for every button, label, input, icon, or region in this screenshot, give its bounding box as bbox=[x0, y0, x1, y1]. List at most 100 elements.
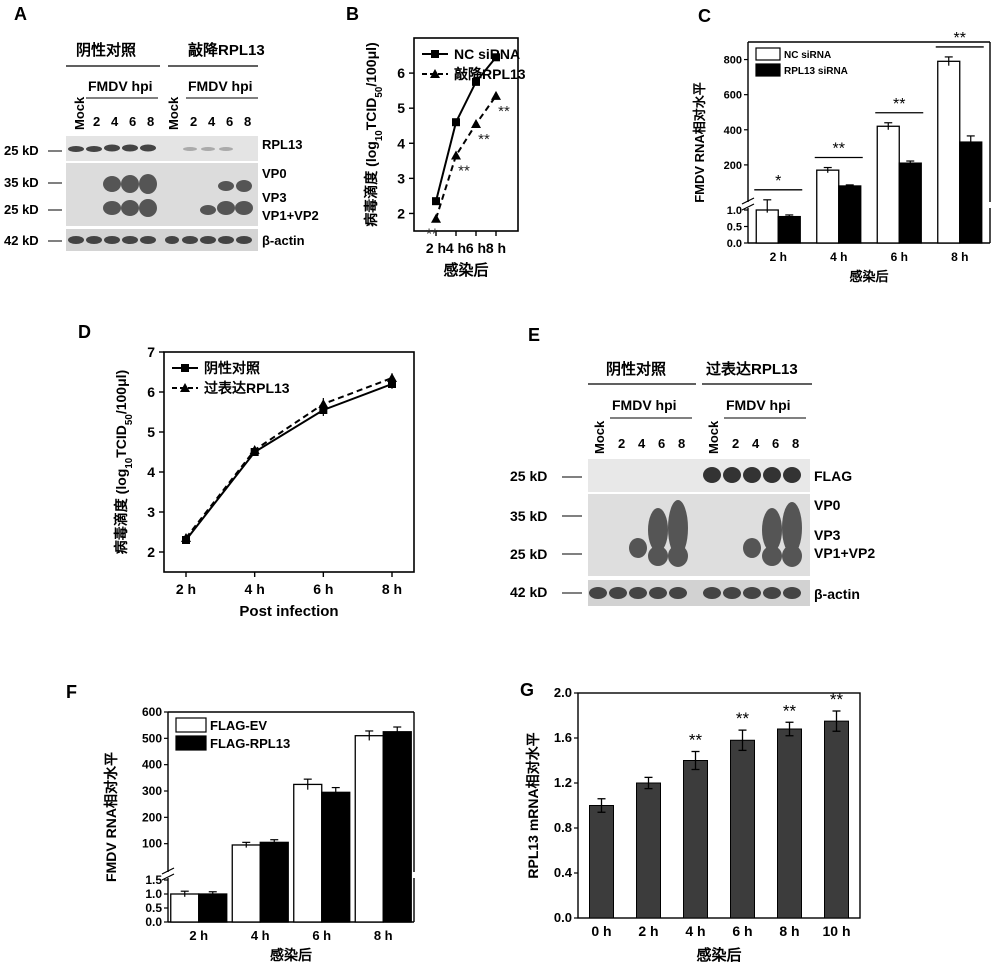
y-tick-label: 0.5 bbox=[145, 901, 162, 915]
x-tick-label: 8 h bbox=[951, 250, 968, 264]
panel-letter-d: D bbox=[78, 322, 91, 342]
band-label: FLAG bbox=[814, 468, 852, 484]
significance-label: ** bbox=[426, 226, 438, 243]
legend-marker bbox=[431, 50, 439, 58]
kd-marker: 42 kD bbox=[510, 584, 547, 600]
significance-label: ** bbox=[689, 731, 703, 750]
lane-time-label: 8 bbox=[244, 114, 251, 129]
data-point bbox=[431, 213, 441, 223]
x-tick-label: 4 h bbox=[245, 581, 265, 597]
band-label: β-actin bbox=[262, 233, 305, 248]
lane-time-label: 6 bbox=[226, 114, 233, 129]
lane-time-label: 8 bbox=[678, 436, 685, 451]
plot-frame bbox=[577, 692, 861, 919]
x-tick-label: 4 h bbox=[685, 923, 705, 939]
significance-label: ** bbox=[830, 690, 844, 709]
legend-label: FLAG-EV bbox=[210, 718, 267, 733]
y-axis-label: RPL13 mRNA相对水平 bbox=[525, 732, 541, 878]
x-tick-label: 6 h bbox=[466, 240, 486, 256]
legend-marker bbox=[181, 364, 189, 372]
y-tick-label: 600 bbox=[724, 90, 742, 102]
kd-marker: 42 kD bbox=[4, 233, 39, 248]
data-point bbox=[491, 90, 501, 100]
y-tick-label: 4 bbox=[397, 135, 405, 151]
lane-time-label: 2 bbox=[732, 436, 739, 451]
blot-image-a bbox=[66, 136, 258, 251]
data-point bbox=[492, 53, 500, 62]
y-tick-label: 1.0 bbox=[727, 205, 742, 217]
data-point bbox=[452, 118, 460, 127]
bar bbox=[824, 720, 849, 919]
legend-label: 阴性对照 bbox=[204, 360, 260, 376]
data-point bbox=[472, 77, 480, 86]
x-tick-label: 8 h bbox=[486, 240, 506, 256]
bar bbox=[777, 215, 801, 244]
data-point bbox=[471, 118, 481, 128]
mock-label-1: Mock bbox=[72, 96, 87, 130]
x-tick-label: 6 h bbox=[891, 250, 908, 264]
x-axis-label: 感染后 bbox=[443, 261, 488, 279]
axis-break-gap bbox=[162, 872, 420, 878]
x-tick-label: 2 h bbox=[176, 581, 196, 597]
band-label: VP0 bbox=[262, 166, 287, 181]
x-axis-label: Post infection bbox=[239, 603, 338, 620]
lane-time-label: 8 bbox=[792, 436, 799, 451]
panel-letter-g: G bbox=[520, 680, 534, 700]
legend-label: NC siRNA bbox=[784, 50, 831, 61]
significance-label: ** bbox=[498, 103, 510, 120]
hpi-label-2: FMDV hpi bbox=[188, 78, 253, 94]
x-tick-label: 4 h bbox=[830, 250, 847, 264]
y-tick-label: 100 bbox=[142, 837, 162, 851]
series-line bbox=[185, 377, 393, 539]
data-point bbox=[388, 380, 396, 388]
y-tick-label: 0.8 bbox=[554, 820, 572, 835]
y-tick-label: 500 bbox=[142, 731, 162, 745]
panel-letter-e: E bbox=[528, 325, 540, 345]
x-tick-label: 2 h bbox=[189, 928, 208, 943]
lane-time-label: 4 bbox=[208, 114, 216, 129]
y-axis-label: FMDV RNA相对水平 bbox=[692, 82, 707, 203]
bar bbox=[198, 893, 228, 923]
data-point bbox=[181, 533, 191, 542]
x-tick-label: 4 h bbox=[446, 240, 466, 256]
y-tick-label: 6 bbox=[147, 384, 155, 400]
kd-marker: 35 kD bbox=[510, 508, 547, 524]
significance-label: ** bbox=[478, 131, 490, 148]
bar bbox=[683, 760, 708, 919]
band-label: VP3 bbox=[262, 190, 287, 205]
series-line bbox=[435, 56, 497, 202]
panel-letter-f: F bbox=[66, 682, 77, 702]
bar bbox=[170, 893, 200, 923]
band-label: VP1+VP2 bbox=[814, 545, 875, 561]
y-tick-label: 400 bbox=[724, 125, 742, 137]
y-axis-label: 病毒滴度 (log10TCID50/100μl) bbox=[113, 370, 135, 554]
y-tick-label: 6 bbox=[397, 65, 405, 81]
hpi-label-1: FMDV hpi bbox=[612, 397, 677, 413]
legend-swatch bbox=[755, 63, 781, 77]
data-point bbox=[451, 150, 461, 160]
x-tick-label: 4 h bbox=[251, 928, 270, 943]
band-label: β-actin bbox=[814, 586, 860, 602]
lane-time-label: 2 bbox=[618, 436, 625, 451]
bar bbox=[321, 791, 351, 923]
y-tick-label: 5 bbox=[147, 424, 155, 440]
y-tick-label: 600 bbox=[142, 705, 162, 719]
legend-swatch bbox=[755, 47, 781, 61]
legend-label: 敲降RPL13 bbox=[454, 66, 526, 82]
legend-swatch bbox=[175, 717, 207, 733]
y-tick-label: 1.0 bbox=[145, 887, 162, 901]
bar bbox=[959, 141, 983, 244]
x-tick-label: 0 h bbox=[591, 923, 611, 939]
significance-label: ** bbox=[783, 701, 797, 720]
bar bbox=[589, 805, 614, 919]
x-axis-label: 感染后 bbox=[696, 946, 741, 964]
hpi-label-2: FMDV hpi bbox=[726, 397, 791, 413]
panel-letter-a: A bbox=[14, 4, 27, 24]
x-tick-label: 2 h bbox=[426, 240, 446, 256]
band-label: VP3 bbox=[814, 527, 841, 543]
x-tick-label: 8 h bbox=[779, 923, 799, 939]
bar bbox=[898, 162, 922, 244]
plot-frame bbox=[413, 37, 519, 232]
data-point bbox=[318, 399, 329, 408]
